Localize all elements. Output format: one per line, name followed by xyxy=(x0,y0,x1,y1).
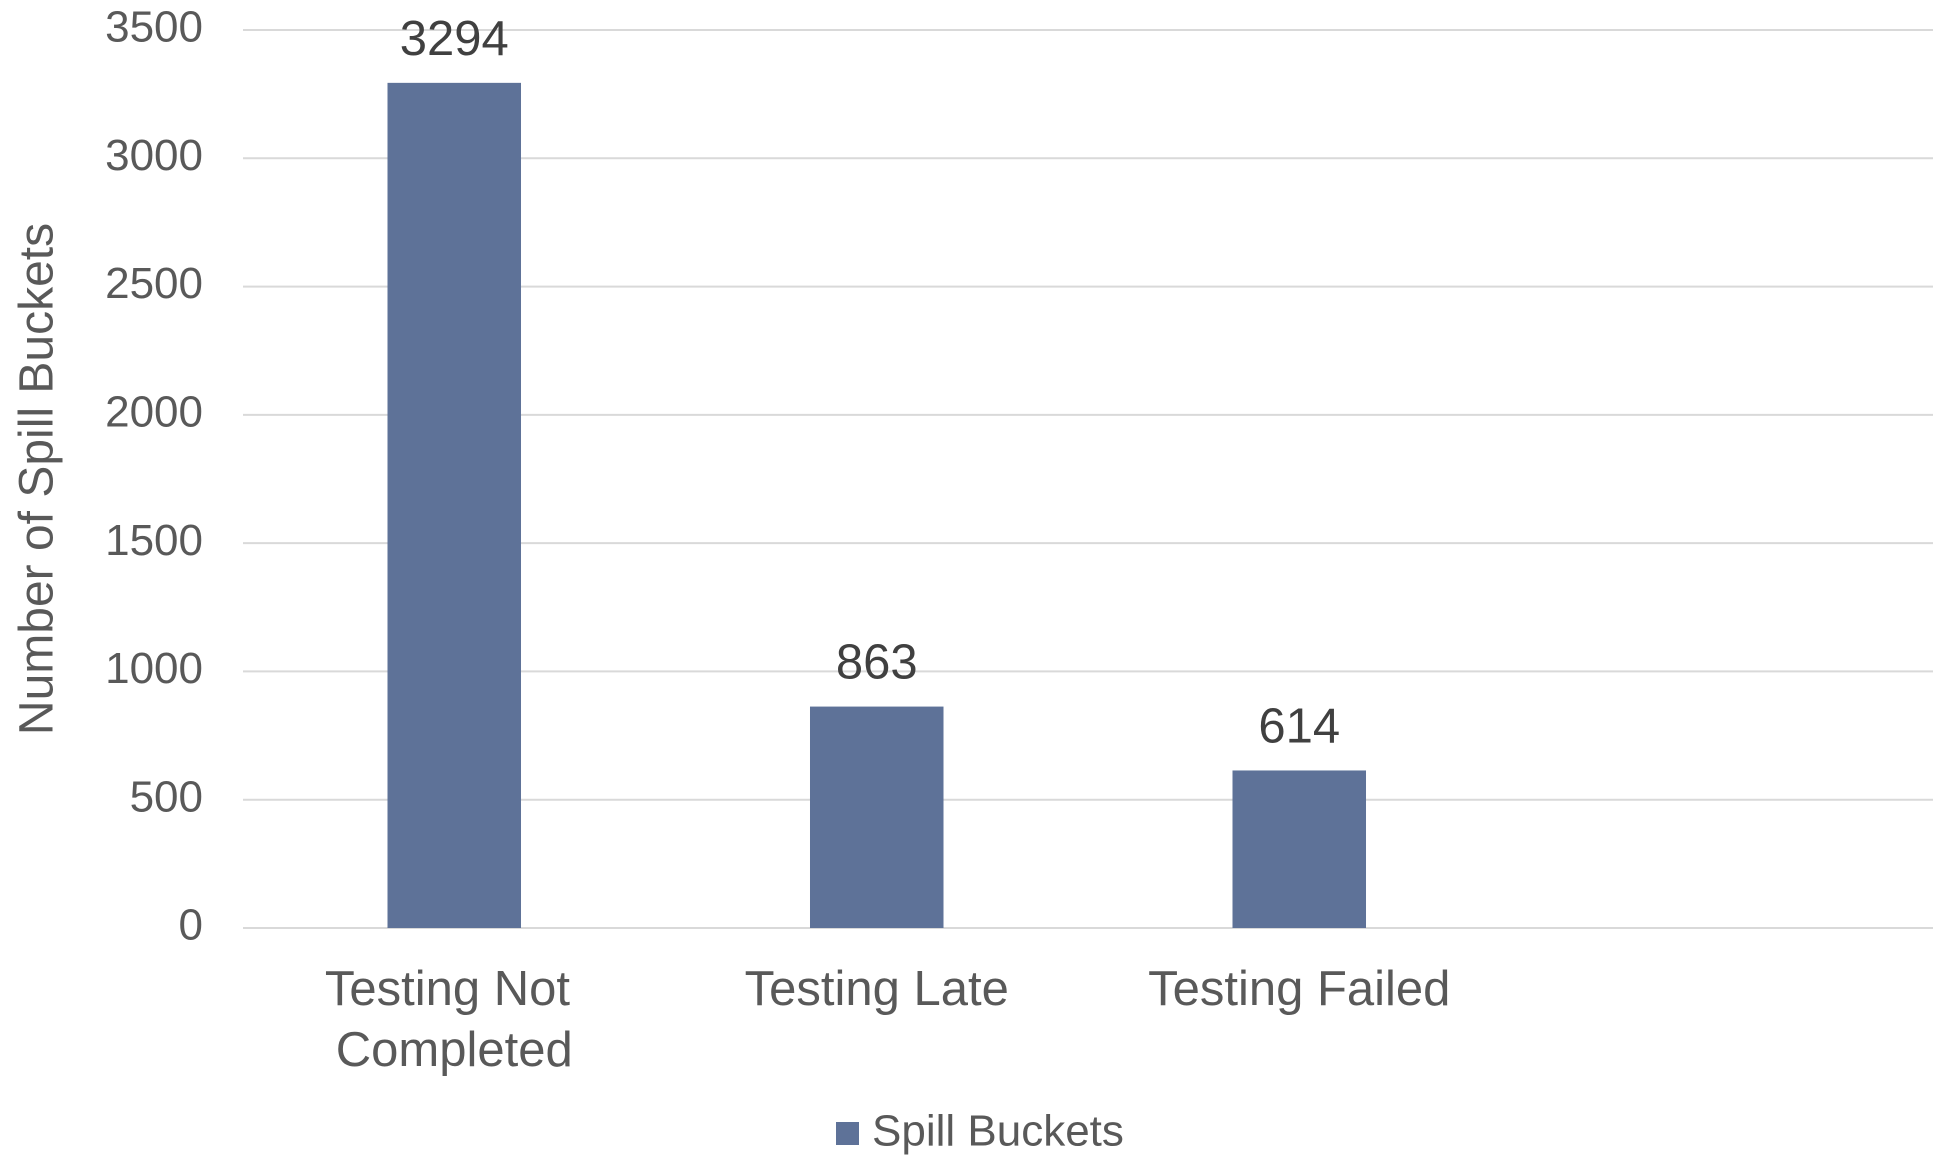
y-axis-title: Number of Spill Buckets xyxy=(11,223,64,735)
y-tick-label: 2500 xyxy=(105,259,203,308)
y-tick-label: 0 xyxy=(179,901,203,950)
label-line: Testing Late xyxy=(745,962,1009,1016)
label-line: Completed xyxy=(336,1023,573,1077)
y-tick-label: 3000 xyxy=(105,131,203,180)
legend-swatch xyxy=(836,1122,859,1145)
legend-item: Spill Buckets xyxy=(836,1107,1124,1156)
bar xyxy=(809,706,944,928)
x-tick-label: Testing Late xyxy=(745,962,1009,1016)
x-tick-label: Testing Not Completed xyxy=(325,962,584,1077)
y-tick-label: 1500 xyxy=(105,516,203,565)
label-line: Testing Not xyxy=(325,962,584,1016)
bar xyxy=(387,82,522,929)
y-tick-label: 3500 xyxy=(105,3,203,52)
data-label: 863 xyxy=(836,636,918,690)
y-tick-label: 2000 xyxy=(105,387,203,436)
label-line: Testing Failed xyxy=(1148,962,1450,1016)
legend-label: Spill Buckets xyxy=(872,1107,1124,1156)
data-label: 3294 xyxy=(400,12,509,66)
y-tick-label: 1000 xyxy=(105,644,203,693)
bar xyxy=(1232,770,1367,928)
x-tick-label: Testing Failed xyxy=(1148,962,1450,1016)
y-tick-label: 500 xyxy=(130,772,203,821)
data-label: 614 xyxy=(1258,699,1340,753)
